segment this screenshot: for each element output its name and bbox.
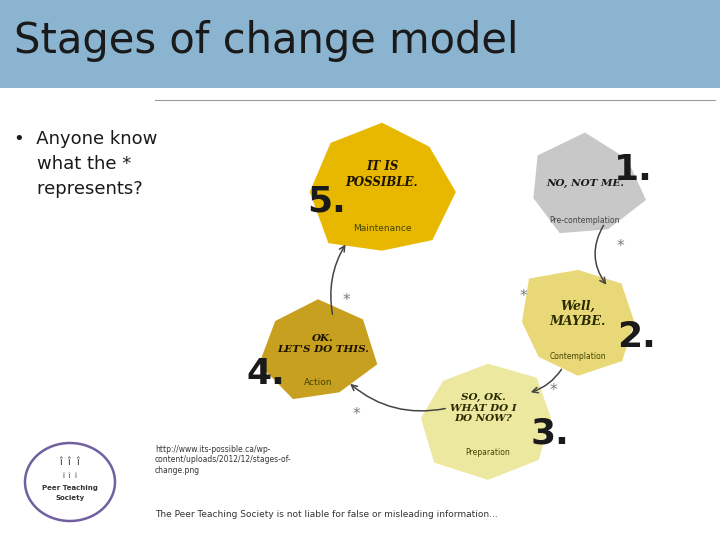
Text: •  Anyone know: • Anyone know	[14, 130, 158, 148]
Text: Contemplation: Contemplation	[549, 352, 606, 361]
Text: represents?: represents?	[14, 180, 143, 198]
Text: *: *	[342, 293, 350, 307]
Text: Action: Action	[304, 378, 332, 387]
Text: 4.: 4.	[247, 357, 285, 391]
Text: OK.
LET'S DO THIS.: OK. LET'S DO THIS.	[277, 334, 369, 354]
Text: NO, NOT ME.: NO, NOT ME.	[546, 179, 624, 187]
Text: î  î  î: î î î	[63, 473, 78, 479]
Text: 3.: 3.	[531, 416, 570, 450]
Text: Well,
MAYBE.: Well, MAYBE.	[550, 300, 606, 328]
Text: Preparation: Preparation	[466, 448, 510, 457]
Polygon shape	[259, 299, 377, 399]
Text: http://www.its-possible.ca/wp-
content/uploads/2012/12/stages-of-
change.png: http://www.its-possible.ca/wp- content/u…	[155, 445, 292, 475]
FancyBboxPatch shape	[0, 0, 720, 88]
Text: Pre-contemplation: Pre-contemplation	[550, 216, 620, 225]
Polygon shape	[534, 132, 646, 233]
Text: Stages of change model: Stages of change model	[14, 20, 518, 62]
Polygon shape	[310, 123, 456, 251]
Text: *: *	[549, 382, 557, 397]
Text: 2.: 2.	[616, 320, 655, 354]
Polygon shape	[421, 363, 551, 480]
Text: SO, OK.
WHAT DO I
DO NOW?: SO, OK. WHAT DO I DO NOW?	[450, 393, 516, 423]
Text: *: *	[519, 289, 527, 305]
Text: what the *: what the *	[14, 155, 131, 173]
Text: 1.: 1.	[613, 153, 652, 187]
Text: Peer Teaching: Peer Teaching	[42, 485, 98, 491]
Text: The Peer Teaching Society is not liable for false or misleading information...: The Peer Teaching Society is not liable …	[155, 510, 498, 519]
Polygon shape	[522, 270, 634, 376]
Text: î  î  î: î î î	[60, 457, 81, 467]
Text: *: *	[616, 239, 624, 253]
Text: *: *	[352, 407, 360, 422]
Text: Society: Society	[55, 495, 85, 501]
Text: 5.: 5.	[307, 185, 346, 219]
Text: Maintenance: Maintenance	[353, 224, 411, 233]
Ellipse shape	[25, 443, 115, 521]
Text: IT IS
POSSIBLE.: IT IS POSSIBLE.	[346, 159, 418, 188]
